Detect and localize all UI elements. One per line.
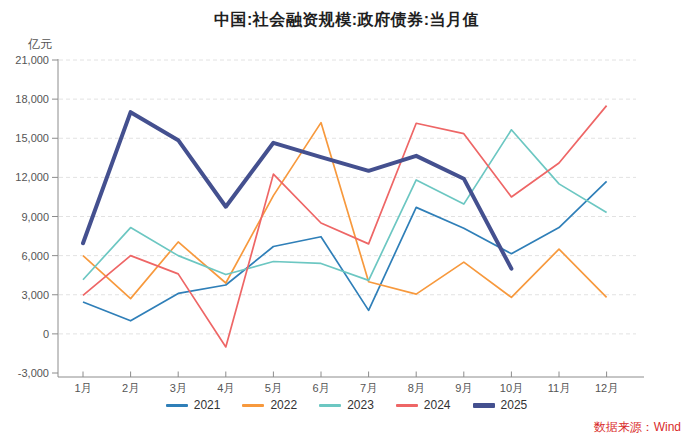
x-axis-tick-label: 2月 [122,382,139,394]
y-axis-tick-label: 3,000 [21,289,49,301]
legend-item-2023[interactable]: 2023 [319,398,374,412]
x-axis-tick-label: 6月 [312,382,329,394]
line-chart-canvas: 21,000 18,000 15,000 12,000 9,000 6,000 3,000 0… [0,0,693,447]
x-axis-tick-label: 10月 [500,382,523,394]
legend-swatch-2022 [242,404,264,407]
x-axis-tick-label: 11月 [548,382,570,394]
y-axis-tick-label: -3,000 [18,367,49,379]
series-line-2025 [83,112,511,269]
x-axis-tick-label: 8月 [408,382,425,394]
x-axis-tick-label: 9月 [455,382,472,394]
legend-label: 2024 [424,398,451,412]
legend-item-2025[interactable]: 2025 [473,398,528,412]
legend-label: 2021 [194,398,221,412]
x-axis-tick-label: 12月 [595,382,618,394]
y-axis-tick-label: 6,000 [21,250,49,262]
data-source-label: 数据来源：Wind [594,419,681,436]
y-axis-tick-label: 9,000 [21,211,49,223]
y-axis-tick-label: 0 [43,328,49,340]
legend-swatch-2024 [396,404,418,407]
series-line-2024 [83,106,607,347]
y-axis-tick-label: 15,000 [15,132,49,144]
legend-label: 2022 [270,398,297,412]
x-axis-tick-label: 7月 [360,382,377,394]
legend-label: 2025 [501,398,528,412]
y-axis-tick-label: 18,000 [15,93,49,105]
legend-swatch-2021 [166,404,188,407]
x-axis-tick-label: 5月 [265,382,282,394]
chart-legend: 2021 2022 2023 2024 2025 [0,398,693,412]
x-axis-tick-label: 1月 [74,382,91,394]
y-axis-tick-label: 21,000 [15,54,49,66]
x-axis-tick-label: 4月 [217,382,234,394]
legend-item-2021[interactable]: 2021 [166,398,221,412]
legend-swatch-2025 [473,403,495,408]
y-axis-tick-label: 12,000 [15,171,49,183]
legend-item-2024[interactable]: 2024 [396,398,451,412]
chart-page: 中国:社会融资规模:政府债券:当月值 亿元 21,00018,00015,000… [0,0,693,447]
legend-item-2022[interactable]: 2022 [242,398,297,412]
legend-label: 2023 [347,398,374,412]
legend-swatch-2023 [319,404,341,407]
x-axis-tick-label: 3月 [170,382,187,394]
